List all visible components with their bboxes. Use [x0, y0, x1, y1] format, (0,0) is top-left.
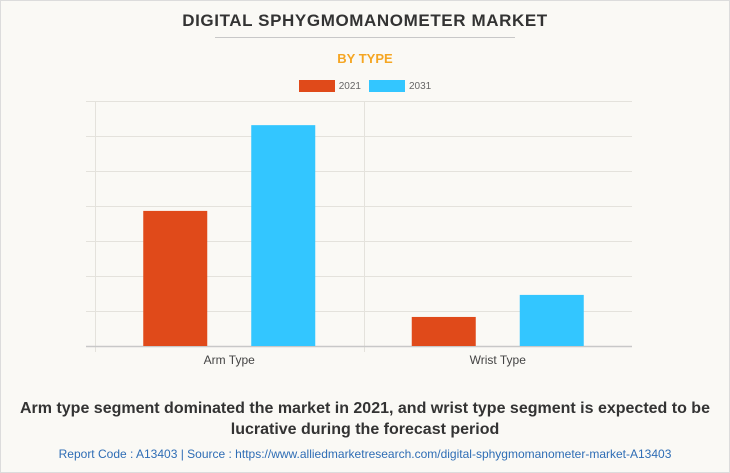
legend: 2021 2031: [0, 80, 730, 92]
chart-caption: Arm type segment dominated the market in…: [20, 400, 710, 438]
legend-swatch-2031: [369, 80, 405, 92]
legend-label-2021: 2021: [338, 80, 361, 92]
bar-2021-wrist-type[interactable]: [411, 316, 476, 346]
x-tick-label: Arm Type: [204, 353, 255, 367]
source-footer[interactable]: Report Code : A13403 | Source : https://…: [58, 447, 672, 461]
legend-item-2021[interactable]: 2021: [298, 80, 361, 92]
bar-2021-arm-type[interactable]: [143, 210, 208, 346]
bar-2031-arm-type[interactable]: [251, 125, 316, 347]
title-divider: [215, 37, 515, 38]
bar-chart: Arm Type Wrist Type: [86, 101, 632, 367]
chart-subtitle: BY TYPE: [337, 51, 393, 66]
legend-item-2031[interactable]: 2031: [369, 80, 431, 92]
x-tick-label: Wrist Type: [470, 353, 527, 367]
bar-2031-wrist-type[interactable]: [519, 294, 584, 346]
legend-label-2031: 2031: [409, 80, 432, 92]
legend-swatch-2021: [298, 80, 335, 92]
chart-title: DIGITAL SPHYGMOMANOMETER MARKET: [182, 11, 548, 30]
